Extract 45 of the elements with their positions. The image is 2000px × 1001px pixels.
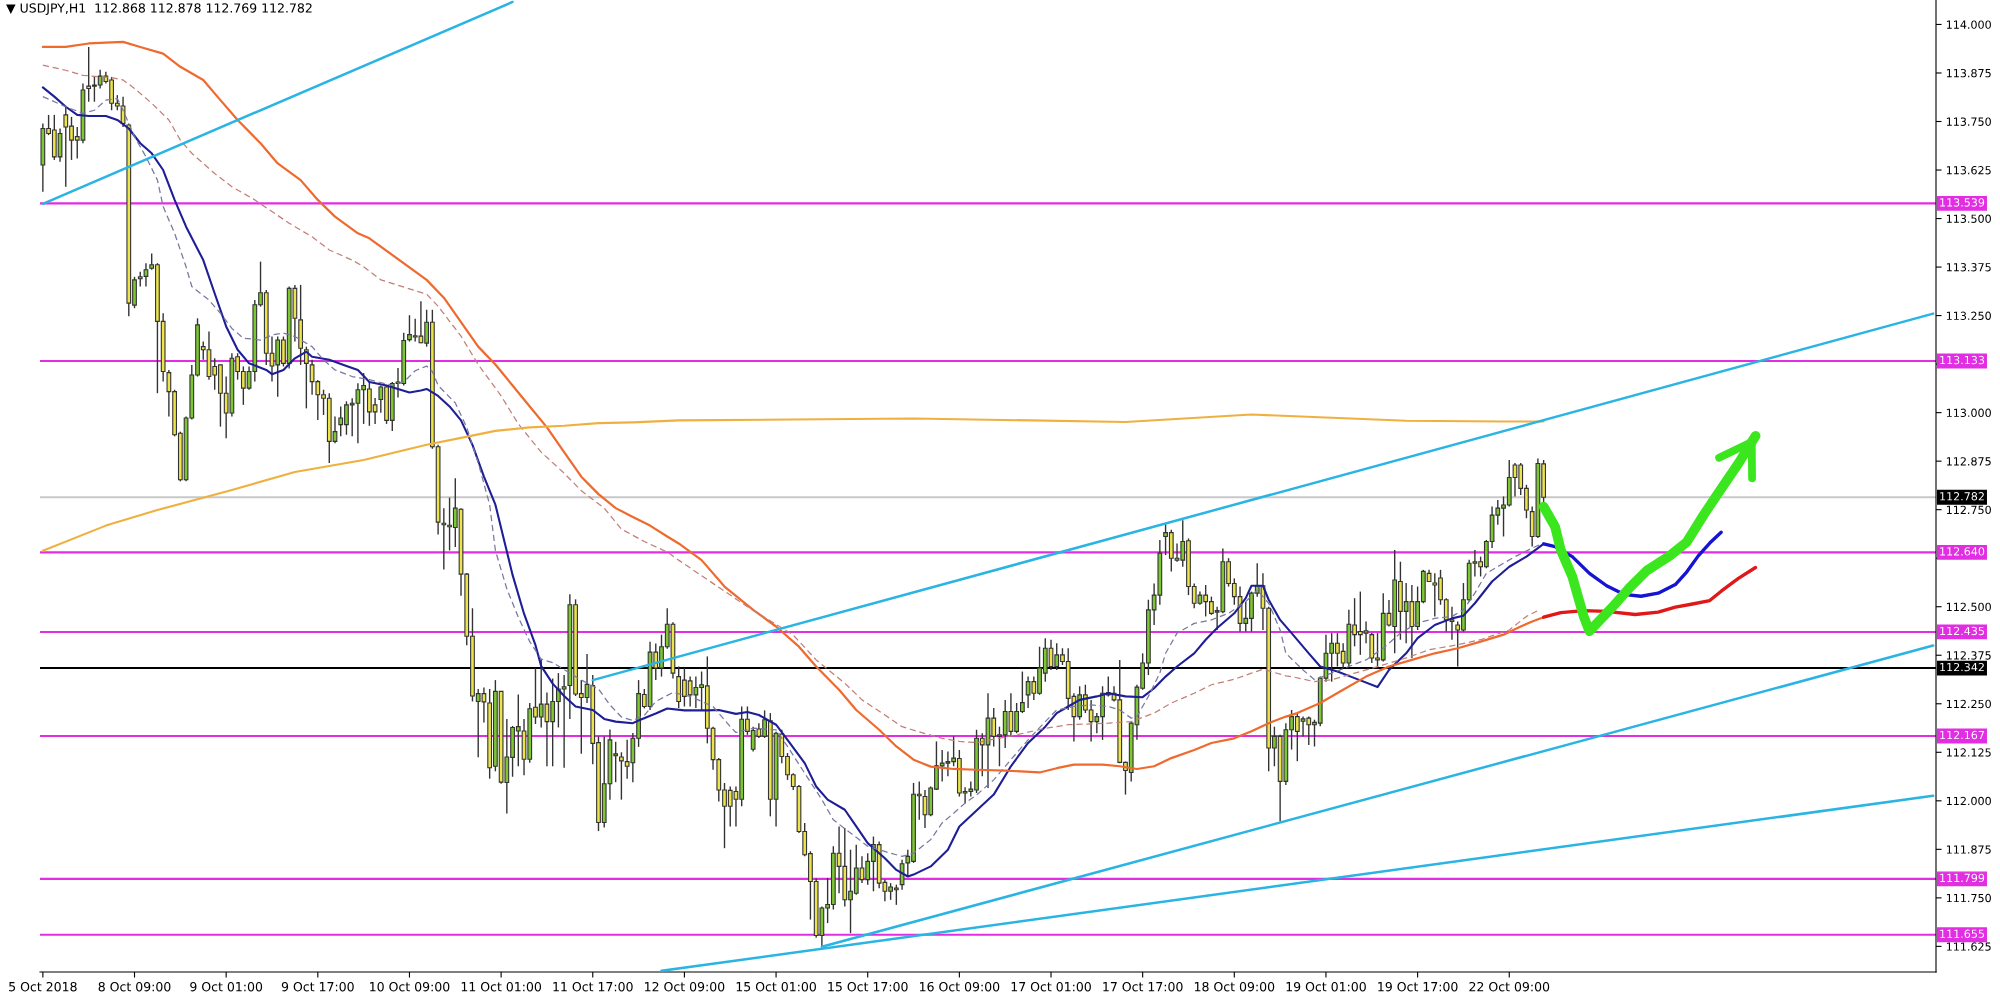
x-tick-label: 10 Oct 09:00 bbox=[370, 981, 450, 992]
y-tick-label: 112.875 bbox=[1946, 457, 1991, 466]
ref-line-label: 112.167 bbox=[1940, 730, 1984, 740]
y-tick-label: 112.750 bbox=[1946, 505, 1991, 515]
ref-line-label: 112.342 bbox=[1940, 662, 1984, 672]
y-tick-label: 112.000 bbox=[1946, 796, 1991, 806]
x-tick-label: 8 Oct 09:00 bbox=[98, 981, 171, 992]
x-tick-label: 19 Oct 17:00 bbox=[1378, 981, 1458, 992]
x-tick-label: 18 Oct 09:00 bbox=[1194, 981, 1275, 992]
ref-line-label: 112.782 bbox=[1940, 492, 1984, 501]
y-tick-label: 113.000 bbox=[1946, 408, 1991, 418]
x-tick-label: 5 Oct 2018 bbox=[9, 981, 77, 992]
y-tick-label: 113.250 bbox=[1946, 311, 1991, 320]
ref-line-label: 111.655 bbox=[1940, 929, 1984, 938]
x-tick-label: 9 Oct 17:00 bbox=[281, 981, 354, 992]
x-tick-label: 17 Oct 01:00 bbox=[1011, 981, 1091, 992]
chart-title: ▼ USDJPY,H1 112.868 112.878 112.769 112.782 bbox=[6, 3, 312, 15]
y-tick-label: 113.375 bbox=[1946, 263, 1991, 272]
y-tick-label: 111.750 bbox=[1946, 893, 1991, 903]
y-tick-label: 113.875 bbox=[1946, 68, 1991, 78]
x-tick-label: 15 Oct 01:00 bbox=[736, 981, 816, 992]
y-tick-label: 111.625 bbox=[1946, 942, 1991, 951]
x-tick-label: 17 Oct 17:00 bbox=[1103, 981, 1183, 992]
y-tick-label: 114.000 bbox=[1946, 20, 1991, 29]
y-tick-label: 113.625 bbox=[1946, 166, 1991, 175]
x-tick-label: 16 Oct 09:00 bbox=[919, 981, 1000, 992]
x-tick-label: 11 Oct 01:00 bbox=[461, 981, 542, 992]
ref-line-label: 111.799 bbox=[1940, 873, 1985, 883]
x-tick-label: 9 Oct 01:00 bbox=[190, 981, 263, 992]
y-tick-label: 111.875 bbox=[1946, 845, 1991, 854]
ref-line-label: 113.539 bbox=[1940, 198, 1985, 207]
y-tick-label: 112.375 bbox=[1946, 651, 1991, 660]
x-tick-label: 15 Oct 17:00 bbox=[828, 981, 908, 992]
y-tick-label: 112.250 bbox=[1946, 699, 1991, 709]
x-tick-label: 12 Oct 09:00 bbox=[645, 981, 725, 992]
y-tick-label: 112.500 bbox=[1946, 602, 1991, 612]
ref-line-label: 112.640 bbox=[1940, 547, 1985, 556]
x-tick-label: 19 Oct 01:00 bbox=[1286, 981, 1366, 992]
y-tick-label: 113.750 bbox=[1946, 117, 1991, 126]
y-tick-label: 112.125 bbox=[1946, 748, 1991, 757]
ref-line-label: 112.435 bbox=[1940, 626, 1984, 636]
x-tick-label: 22 Oct 09:00 bbox=[1469, 981, 1550, 992]
y-tick-label: 113.500 bbox=[1946, 214, 1991, 223]
x-tick-label: 11 Oct 17:00 bbox=[553, 981, 633, 992]
ref-line-label: 113.133 bbox=[1940, 355, 1985, 365]
